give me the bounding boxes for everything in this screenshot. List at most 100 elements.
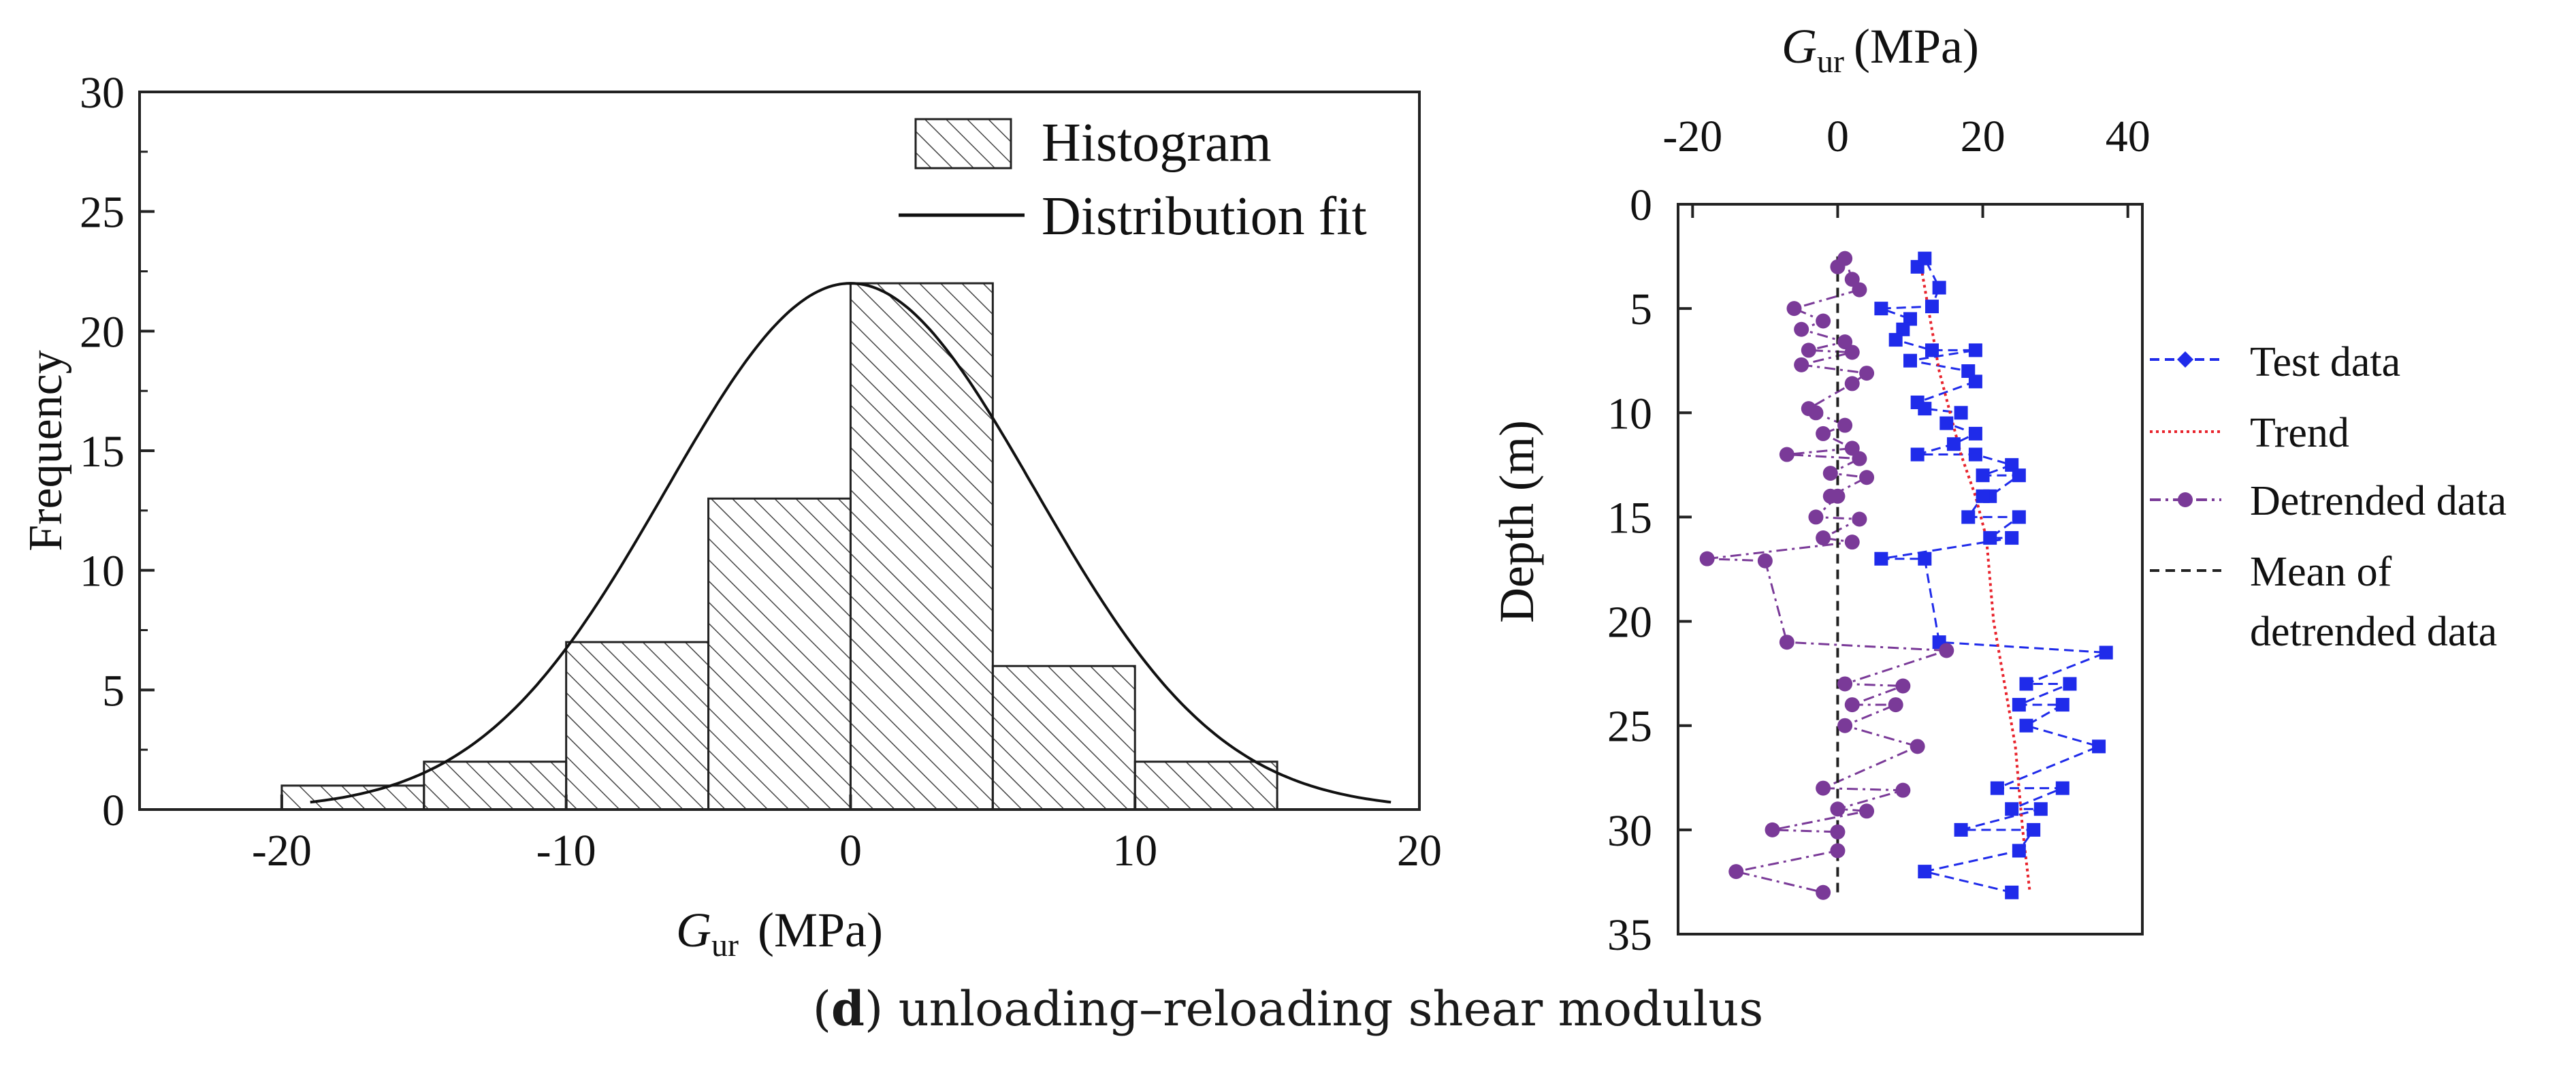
test-data-point [2019, 718, 2033, 733]
detrended-data-point [1844, 534, 1860, 550]
test-data-point [2027, 822, 2041, 837]
test-data-point [2019, 677, 2033, 691]
test-data-point [1983, 531, 1997, 545]
legend-label-test-data: Test data [2250, 339, 2400, 385]
histogram-legend: Histogram Distribution fit [899, 113, 1367, 246]
test-data-point [1903, 312, 1917, 326]
detrended-data-point [1859, 366, 1875, 381]
legend-label-mean-line1: Mean of [2250, 549, 2392, 595]
test-data-point [2005, 802, 2019, 816]
detrended-data-point [1699, 551, 1715, 566]
depth-x-axis-symbol: G [1782, 19, 1817, 74]
test-data-point [2033, 802, 2048, 816]
test-data-point [1888, 333, 1903, 347]
depth-y-tick-label: 20 [1607, 598, 1652, 647]
legend-label-histogram: Histogram [1042, 113, 1272, 173]
distribution-fit-curve [310, 282, 1391, 804]
detrended-data-point [1837, 718, 1853, 733]
test-data-point [2092, 739, 2106, 754]
detrended-data-point [1910, 739, 1925, 754]
detrended-data-point [1859, 803, 1875, 819]
test-data-point [2012, 510, 2026, 524]
test-data-point [1918, 251, 1932, 266]
histogram-x-tick-label: 10 [1112, 826, 1157, 876]
histogram-y-axis-title: Frequency [20, 350, 72, 551]
histogram-y-tick-label: 0 [102, 786, 125, 835]
histogram-y-tick-label: 15 [80, 427, 125, 477]
detrended-data-point [1837, 417, 1853, 433]
detrended-data-point [1888, 697, 1903, 713]
detrended-data-point [1816, 780, 1831, 796]
legend-label-trend: Trend [2250, 410, 2349, 456]
test-data-point [2005, 885, 2019, 899]
test-data-point [1939, 416, 1954, 430]
depth-y-axis-title: Depth (m) [1490, 420, 1544, 623]
detrended-data-point [1830, 843, 1846, 859]
detrended-data-point [1808, 509, 1824, 525]
histogram-x-ticks: -20 -10 0 10 20 [138, 795, 1442, 876]
series-line-trend [1920, 266, 2031, 893]
histogram-bars [280, 282, 1278, 811]
histogram-bar-3 [707, 497, 852, 811]
test-data-point [1968, 426, 1982, 441]
detrended-data-point [1895, 678, 1911, 694]
histogram-bar-4 [849, 282, 994, 811]
histogram-x-tick-label: -20 [252, 826, 312, 876]
detrended-data-point [1757, 553, 1773, 569]
detrended-data-point [1844, 376, 1860, 391]
detrended-data-point [1801, 342, 1816, 358]
depth-x-tick-label: 0 [1826, 112, 1849, 161]
depth-y-tick-label: 10 [1607, 389, 1652, 438]
depth-y-tick-label: 15 [1607, 493, 1652, 543]
test-data-point [1874, 551, 1888, 566]
legend-label-mean-line2: detrended data [2250, 609, 2497, 655]
test-data-point [1932, 281, 1946, 295]
test-data-point [1954, 822, 1968, 837]
detrended-data-point [1852, 511, 1867, 527]
depth-y-tick-label: 25 [1607, 702, 1652, 752]
detrended-data-point [1844, 697, 1860, 713]
detrended-data-point [1816, 426, 1831, 441]
detrended-data-point [1844, 345, 1860, 360]
detrended-data-point [1837, 334, 1853, 350]
detrended-data-point [1895, 782, 1911, 798]
depth-y-tick-label: 30 [1607, 806, 1652, 856]
test-data-point [2063, 677, 2077, 691]
histogram-bar-0 [280, 784, 425, 811]
test-data-point [1961, 364, 1976, 379]
detrended-data-point [1837, 251, 1853, 266]
depth-y-tick-label: 5 [1630, 285, 1652, 334]
test-data-point [1968, 374, 1982, 389]
histogram-bar-6 [1133, 761, 1278, 811]
detrended-data-point [1765, 822, 1780, 837]
depth-x-axis-subscript: ur [1817, 44, 1844, 80]
depth-x-axis-unit: (MPa) [1854, 19, 1979, 74]
test-data-point [1925, 343, 1939, 357]
test-data-point [1918, 551, 1932, 566]
test-data-point [1968, 447, 1982, 462]
depth-series-markers [1699, 251, 2113, 900]
figure-caption: (d) unloading–reloading shear modulus [812, 980, 1764, 1037]
histogram-y-tick-label: 30 [80, 68, 125, 118]
test-data-point [1961, 510, 1976, 524]
x-axis-symbol: G [676, 903, 711, 957]
depth-x-ticks: -20 0 20 40 [1662, 112, 2151, 218]
histogram-y-tick-label: 25 [80, 188, 125, 238]
depth-x-tick-label: 20 [1961, 112, 2006, 161]
test-data-point [2055, 781, 2070, 795]
histogram-x-tick-label: 20 [1397, 826, 1442, 876]
depth-plot-frame [1677, 203, 2144, 935]
legend-marker-test-data [2177, 351, 2193, 368]
test-data-point [2012, 698, 2026, 712]
test-data-point [2099, 645, 2113, 660]
detrended-data-point [1786, 301, 1802, 317]
histogram-x-axis-title: Gur (MPa) [676, 903, 883, 963]
detrended-data-point [1728, 864, 1744, 880]
detrended-data-point [1837, 676, 1853, 692]
histogram-bar-5 [991, 665, 1136, 811]
histogram-y-tick-label: 20 [80, 307, 125, 357]
legend-label-detrended-data: Detrended data [2250, 478, 2507, 524]
detrended-data-point [1779, 447, 1794, 462]
test-data-point [2012, 468, 2026, 483]
detrended-data-point [1830, 801, 1846, 817]
